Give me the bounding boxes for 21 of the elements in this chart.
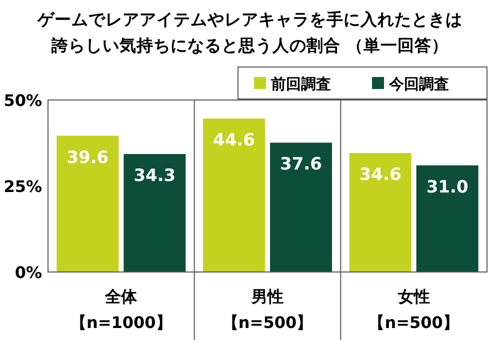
bar: [416, 165, 478, 272]
data-label: 37.6: [280, 154, 322, 175]
data-label: 39.6: [66, 148, 109, 168]
data-label: 34.6: [359, 164, 402, 185]
data-label: 34.3: [134, 166, 176, 186]
x-tick-label: 男性【n=500】: [221, 286, 314, 334]
y-tick-label: 50%: [4, 91, 42, 110]
bar: [124, 154, 186, 272]
bar: [203, 118, 265, 272]
legend-label: 今回調査: [388, 75, 449, 93]
bar: [56, 136, 119, 272]
bar: [349, 152, 412, 272]
y-tick-label: 0%: [14, 263, 42, 282]
legend-label: 前回調査: [270, 75, 331, 93]
bar: [270, 142, 332, 272]
y-tick-label: 25%: [4, 177, 42, 196]
data-label: 31.0: [426, 177, 468, 198]
x-tick-label: 全体【n=1000】: [69, 286, 173, 334]
data-label: 44.6: [213, 130, 255, 151]
x-tick-label: 女性【n=500】: [368, 286, 460, 334]
chart-title: ゲームでレアアイテムやレアキャラを手に入れたときは誇らしい気持ちになると思う人の割合 （単一回答）: [36, 9, 464, 57]
